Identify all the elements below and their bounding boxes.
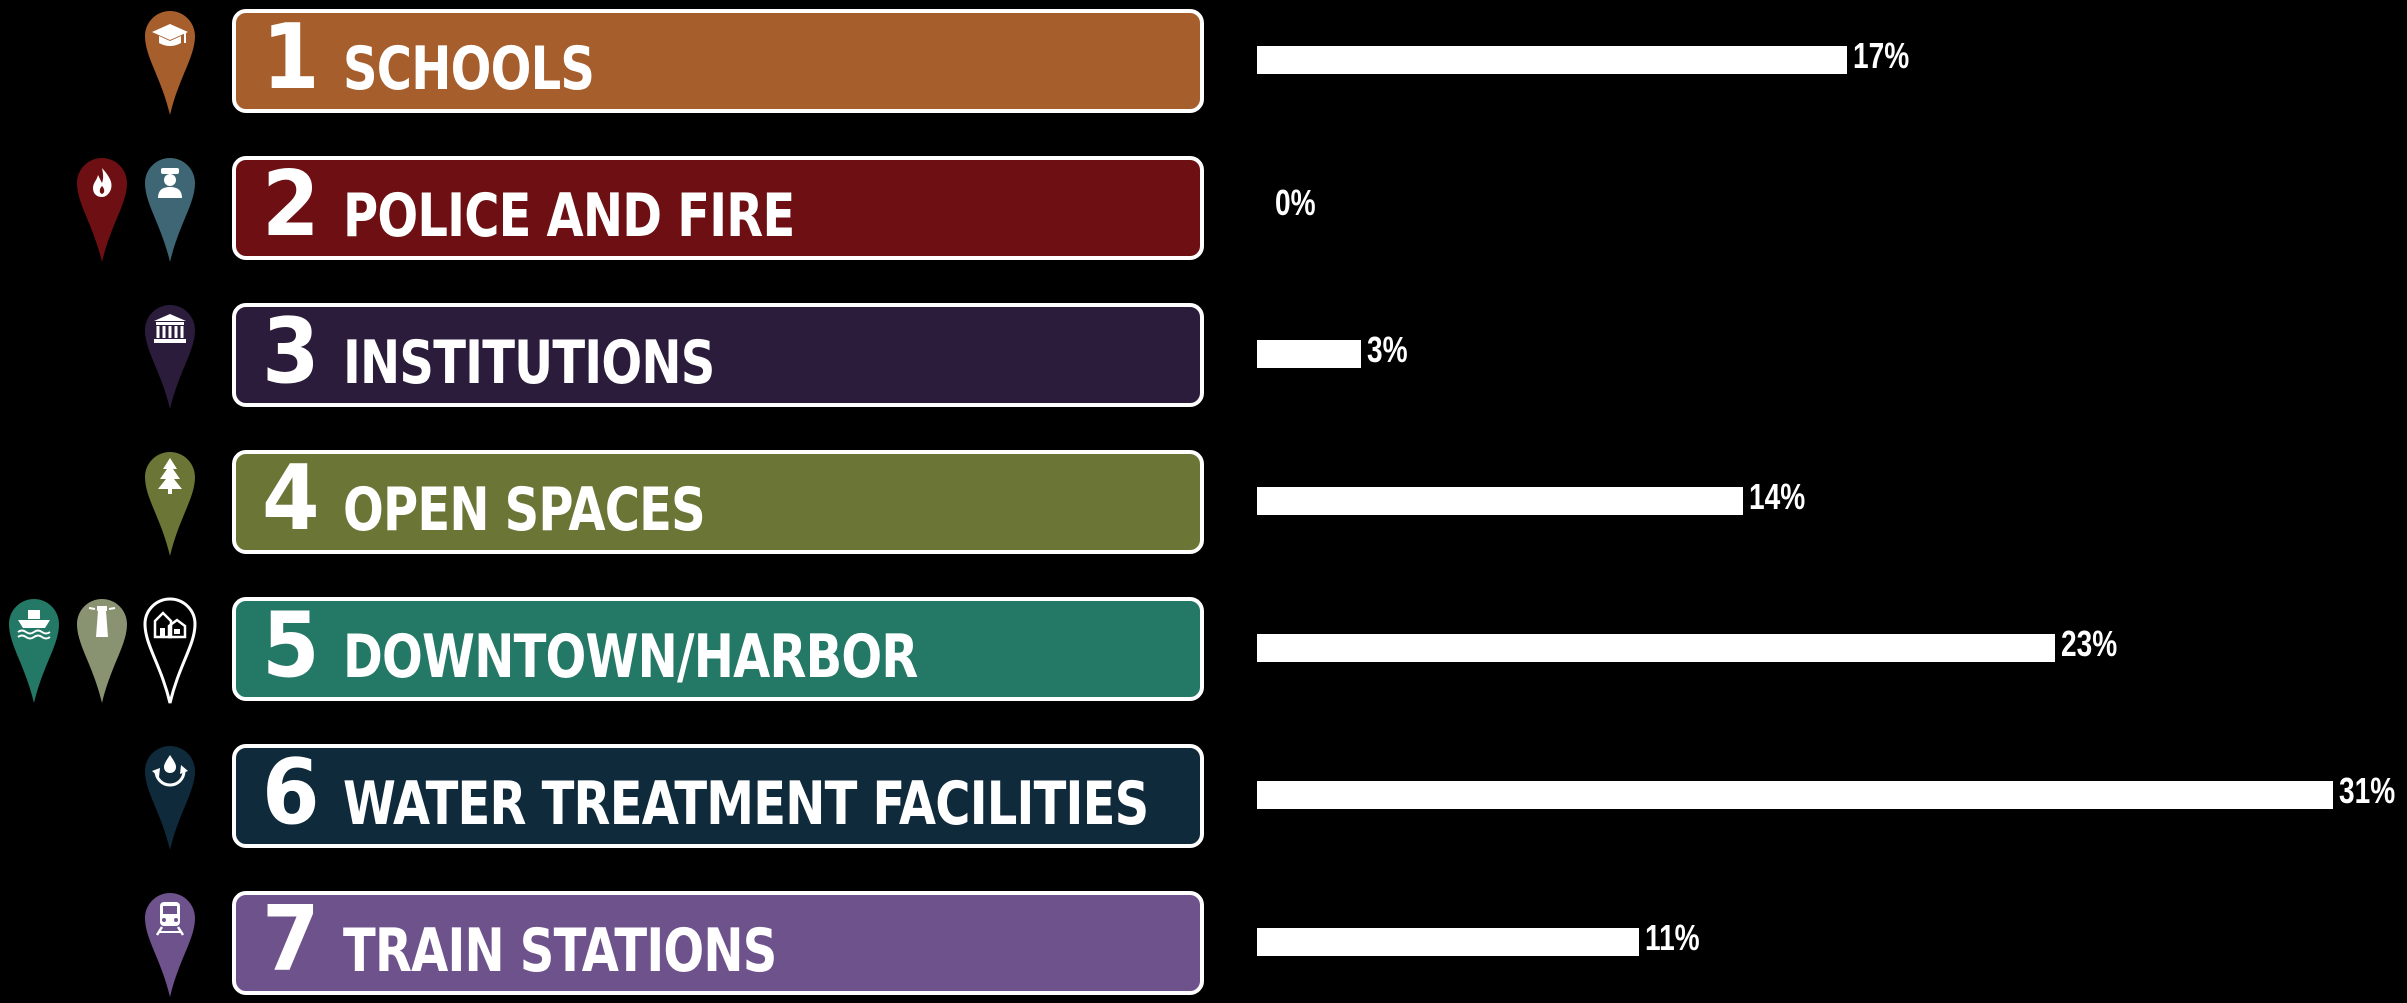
bar: [1257, 634, 2055, 662]
bar-value-label: 23%: [2061, 623, 2118, 664]
category-pins: [75, 156, 197, 264]
bar: [1257, 781, 2333, 809]
category-row: 5 DOWNTOWN/HARBOR 23%: [0, 591, 2407, 707]
bar: [1257, 487, 1743, 515]
bar-track: 0%: [1257, 185, 2333, 221]
bar-track: 31%: [1257, 773, 2395, 809]
bar-value-label: 31%: [2339, 770, 2396, 811]
category-label-box: 3 INSTITUTIONS: [232, 303, 1204, 407]
category-label: TRAIN STATIONS: [342, 916, 777, 986]
category-pins: [143, 303, 197, 411]
category-number: 2: [262, 152, 320, 257]
category-label-box: 5 DOWNTOWN/HARBOR: [232, 597, 1204, 701]
category-label-box: 4 OPEN SPACES: [232, 450, 1204, 554]
bar-track: 14%: [1257, 479, 2333, 515]
bar-value-label: 11%: [1645, 917, 1700, 958]
bar-value-label: 0%: [1275, 182, 1316, 223]
fire-icon: [77, 158, 127, 262]
category-label: POLICE AND FIRE: [342, 181, 795, 251]
bar-track: 17%: [1257, 38, 2333, 74]
category-row: 7 TRAIN STATIONS 11%: [0, 885, 2407, 1001]
category-pins: [7, 597, 197, 705]
pine-tree-icon: [145, 452, 195, 556]
houses-icon: [143, 597, 197, 704]
category-pins: [143, 891, 197, 999]
water-recycle-icon: [145, 746, 195, 850]
bar: [1257, 46, 1847, 74]
category-row: 6 WATER TREATMENT FACILITIES 31%: [0, 738, 2407, 854]
boat-icon: [9, 599, 59, 703]
category-pins: [143, 9, 197, 117]
bar: [1257, 928, 1639, 956]
category-number: 7: [262, 887, 320, 992]
category-number: 6: [262, 740, 320, 845]
category-label-box: 2 POLICE AND FIRE: [232, 156, 1204, 260]
category-label: OPEN SPACES: [342, 475, 706, 545]
category-label-box: 7 TRAIN STATIONS: [232, 891, 1204, 995]
category-row: 4 OPEN SPACES 14%: [0, 444, 2407, 560]
category-row: 2 POLICE AND FIRE 0%: [0, 150, 2407, 266]
category-number: 1: [262, 5, 320, 110]
category-label-box: 6 WATER TREATMENT FACILITIES: [232, 744, 1204, 848]
bar-value-label: 3%: [1367, 329, 1408, 370]
graduation-cap-icon: [145, 11, 195, 115]
category-row: 1 SCHOOLS 17%: [0, 3, 2407, 119]
bar-value-label: 17%: [1853, 35, 1910, 76]
bank-building-icon: [145, 305, 195, 409]
category-number: 3: [262, 299, 320, 404]
bar: [1257, 340, 1361, 368]
category-number: 4: [262, 446, 320, 551]
bar-track: 11%: [1257, 920, 2333, 956]
category-label: INSTITUTIONS: [342, 328, 715, 398]
bar-track: 23%: [1257, 626, 2333, 662]
category-label: SCHOOLS: [342, 34, 595, 104]
category-pins: [143, 744, 197, 852]
category-label: WATER TREATMENT FACILITIES: [342, 769, 1149, 839]
bar-value-label: 14%: [1749, 476, 1806, 517]
category-label-box: 1 SCHOOLS: [232, 9, 1204, 113]
category-number: 5: [262, 593, 320, 698]
category-row: 3 INSTITUTIONS 3%: [0, 297, 2407, 413]
lighthouse-icon: [77, 599, 127, 703]
category-label: DOWNTOWN/HARBOR: [342, 622, 918, 692]
bar-track: 3%: [1257, 332, 2333, 368]
category-pins: [143, 450, 197, 558]
police-officer-icon: [145, 158, 195, 262]
train-icon: [145, 893, 195, 997]
